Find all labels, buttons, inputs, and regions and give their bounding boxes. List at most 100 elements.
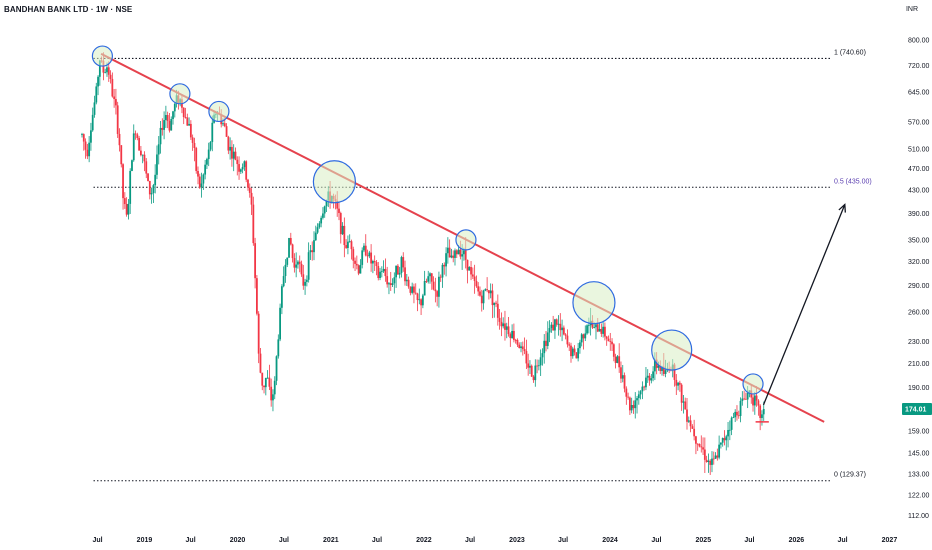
candle-down bbox=[355, 263, 358, 266]
candle-up bbox=[316, 227, 319, 233]
trendline-touch-circle bbox=[572, 281, 616, 325]
candle-up bbox=[393, 277, 396, 284]
candle-down bbox=[678, 382, 681, 385]
candle-down bbox=[527, 363, 530, 368]
candle-up bbox=[616, 356, 619, 363]
price-tick-label: 430.00 bbox=[908, 188, 930, 195]
candle-up bbox=[650, 378, 653, 381]
candle-down bbox=[709, 460, 712, 465]
candle-up bbox=[88, 142, 91, 157]
candle-down bbox=[566, 335, 569, 345]
candle-up bbox=[621, 375, 624, 379]
candle-down bbox=[139, 150, 142, 156]
candle-up bbox=[279, 307, 281, 340]
candle-down bbox=[648, 375, 651, 381]
candle-down bbox=[605, 336, 608, 339]
candle-down bbox=[416, 293, 419, 301]
candle-down bbox=[236, 159, 239, 165]
candle-down bbox=[480, 295, 483, 304]
candle-up bbox=[173, 103, 176, 112]
time-tick-label: 2019 bbox=[137, 537, 153, 544]
candle-down bbox=[600, 328, 603, 334]
candle-down bbox=[270, 386, 273, 401]
candle-down bbox=[611, 341, 613, 345]
candle-down bbox=[193, 142, 196, 148]
candle-down bbox=[254, 243, 257, 279]
candle-up bbox=[400, 257, 403, 273]
candle-up bbox=[141, 154, 144, 156]
candle-down bbox=[612, 344, 615, 357]
candle-up bbox=[131, 160, 133, 171]
candle-up bbox=[454, 250, 456, 258]
candle-down bbox=[263, 385, 265, 388]
candle-down bbox=[673, 364, 676, 380]
candle-up bbox=[727, 429, 729, 437]
candle-down bbox=[136, 134, 139, 139]
candle-down bbox=[618, 356, 621, 368]
candle-up bbox=[106, 67, 108, 73]
candle-up bbox=[129, 170, 132, 204]
candle-down bbox=[596, 324, 599, 332]
candle-down bbox=[705, 459, 708, 463]
fib-level-label: 0 (129.37) bbox=[834, 472, 866, 479]
time-tick-label: Jul bbox=[186, 537, 196, 544]
candle-down bbox=[712, 458, 715, 460]
candle-down bbox=[291, 244, 294, 259]
candle-down bbox=[496, 303, 499, 318]
candle-down bbox=[366, 255, 369, 257]
candle-up bbox=[687, 420, 690, 422]
candle-up bbox=[721, 438, 724, 443]
trendline-touch-circle bbox=[651, 329, 693, 371]
price-tick-label: 190.00 bbox=[908, 385, 930, 392]
time-tick-label: 2024 bbox=[602, 537, 618, 544]
candle-down bbox=[115, 99, 117, 106]
candle-up bbox=[361, 250, 364, 265]
candle-down bbox=[413, 286, 415, 293]
candle-down bbox=[293, 258, 296, 268]
candle-up bbox=[438, 276, 440, 297]
candle-down bbox=[686, 409, 688, 422]
candle-up bbox=[682, 401, 685, 403]
candle-up bbox=[204, 164, 207, 175]
price-tick-label: 133.00 bbox=[908, 472, 930, 479]
candle-down bbox=[134, 133, 137, 135]
candle-down bbox=[609, 341, 612, 342]
candle-down bbox=[396, 265, 399, 275]
candle-down bbox=[82, 134, 85, 142]
candle-down bbox=[302, 274, 305, 286]
candle-down bbox=[231, 146, 233, 159]
candle-up bbox=[639, 391, 642, 395]
candle-down bbox=[248, 187, 251, 193]
candle-up bbox=[446, 247, 449, 254]
candle-down bbox=[514, 339, 517, 341]
candle-down bbox=[143, 154, 146, 162]
candle-down bbox=[628, 397, 631, 411]
candle-down bbox=[402, 257, 405, 268]
candle-down bbox=[607, 338, 610, 342]
candle-down bbox=[116, 105, 119, 134]
candle-up bbox=[677, 382, 679, 386]
candle-up bbox=[423, 281, 426, 296]
candle-down bbox=[252, 204, 255, 244]
time-tick-label: 2027 bbox=[882, 537, 898, 544]
candle-down bbox=[268, 377, 271, 387]
candle-up bbox=[207, 149, 210, 160]
candle-down bbox=[414, 292, 417, 294]
time-tick-label: Jul bbox=[92, 537, 102, 544]
candle-up bbox=[429, 273, 431, 277]
candle-up bbox=[505, 326, 508, 330]
candle-down bbox=[691, 426, 694, 429]
candle-down bbox=[680, 384, 683, 403]
candle-up bbox=[341, 225, 344, 235]
candle-down bbox=[168, 120, 171, 131]
candle-down bbox=[147, 173, 149, 182]
candle-down bbox=[757, 400, 760, 406]
candle-down bbox=[488, 290, 490, 294]
candle-down bbox=[568, 344, 571, 346]
currency-label: INR bbox=[905, 6, 918, 13]
candle-down bbox=[559, 323, 562, 331]
candle-up bbox=[587, 325, 590, 327]
candle-up bbox=[323, 206, 326, 214]
candle-down bbox=[755, 395, 758, 401]
